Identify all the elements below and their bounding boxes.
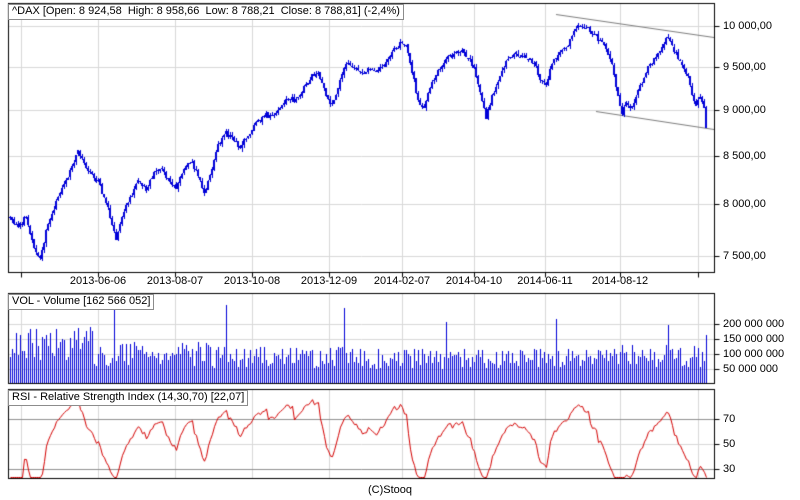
volume-tick-label: 200 000 000	[723, 318, 785, 330]
price-tick-label: 8 500,00	[723, 150, 766, 162]
price-tick-label: 7 500,00	[723, 250, 766, 262]
x-tick-label: 2013-06-06	[69, 275, 127, 287]
price-tick-label: 10 000,00	[723, 20, 772, 32]
price-tick-label: 9 000,00	[723, 104, 766, 116]
x-tick-label: 2014-08-12	[591, 275, 649, 287]
copyright: (C)Stooq	[367, 484, 413, 496]
price-tick-label: 8 000,00	[723, 198, 766, 210]
volume-tick-label: 150 000 000	[723, 333, 785, 345]
x-tick-label: 2013-12-09	[300, 275, 358, 287]
x-tick-label: 2014-04-10	[445, 275, 503, 287]
rsi-tick-label: 70	[723, 413, 736, 425]
x-tick-label: 2013-10-08	[223, 275, 281, 287]
x-tick-label: 2014-06-11	[517, 275, 573, 287]
volume-tick-label: 50 000 000	[723, 363, 779, 375]
volume-panel-header: VOL - Volume [162 566 052]	[8, 294, 155, 310]
price-tick-label: 9 500,00	[723, 61, 766, 73]
x-tick-label: 2013-08-07	[146, 275, 204, 287]
rsi-tick-label: 50	[723, 438, 736, 450]
volume-tick-label: 100 000 000	[723, 348, 785, 360]
price-panel-header: ^DAX [Open: 8 924,58 High: 8 958,66 Low:…	[8, 4, 404, 20]
x-tick-label: 2014-02-07	[373, 275, 431, 287]
rsi-tick-label: 30	[723, 463, 736, 475]
rsi-panel-header: RSI - Relative Strength Index (14,30,70)…	[8, 390, 249, 406]
